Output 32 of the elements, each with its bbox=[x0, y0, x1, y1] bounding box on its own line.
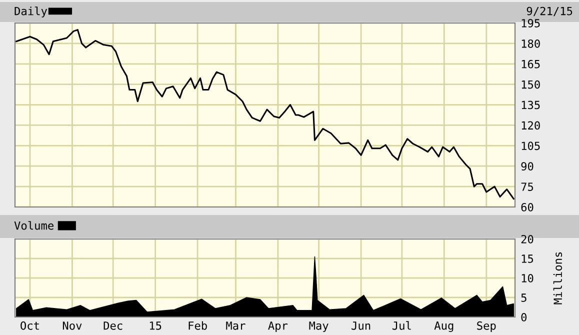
x-tick-label: Nov bbox=[62, 322, 82, 330]
x-tick-label: Jun bbox=[352, 322, 370, 330]
x-tick-label: Feb bbox=[188, 321, 207, 330]
x-tick-label: Apr bbox=[268, 322, 288, 332]
y-tick-label: 10 bbox=[522, 274, 534, 282]
x-tick-label: 15 bbox=[150, 322, 162, 330]
x-tick-label: Aug bbox=[434, 321, 454, 332]
y-tick-label: 135 bbox=[522, 100, 540, 110]
x-tick-label: Mar bbox=[226, 322, 246, 330]
y-tick-label: 165 bbox=[522, 60, 540, 68]
text: 9/21/15 bbox=[526, 6, 572, 16]
y-tick-label: 60 bbox=[521, 203, 534, 212]
legend-label: Daily bbox=[14, 6, 48, 18]
y-tick-label: 90 bbox=[521, 162, 534, 171]
legend-label: Volume bbox=[14, 221, 54, 230]
line-series bbox=[16, 29, 514, 200]
y-tick-label: 0 bbox=[521, 313, 527, 322]
y-tick-label: 150 bbox=[522, 80, 540, 89]
y-tick-label: 195 bbox=[522, 19, 540, 28]
x-tick-label: May bbox=[309, 322, 328, 332]
y-tick-label: 5 bbox=[521, 294, 526, 302]
y-tick-label: 105 bbox=[522, 142, 540, 150]
y-tick-label: 120 bbox=[522, 121, 540, 130]
y-tick-label: 180 bbox=[522, 39, 540, 48]
x-tick-label: Jul bbox=[392, 321, 411, 330]
y-tick-label: 15 bbox=[522, 254, 534, 263]
y-axis-title: Millions bbox=[553, 252, 562, 304]
x-tick-label: Sep bbox=[477, 321, 496, 332]
x-tick-label: Oct bbox=[20, 321, 39, 330]
y-tick-label: 20 bbox=[521, 235, 534, 244]
y-tick-label: 75 bbox=[521, 182, 534, 191]
x-tick-label: Dec bbox=[104, 322, 122, 330]
